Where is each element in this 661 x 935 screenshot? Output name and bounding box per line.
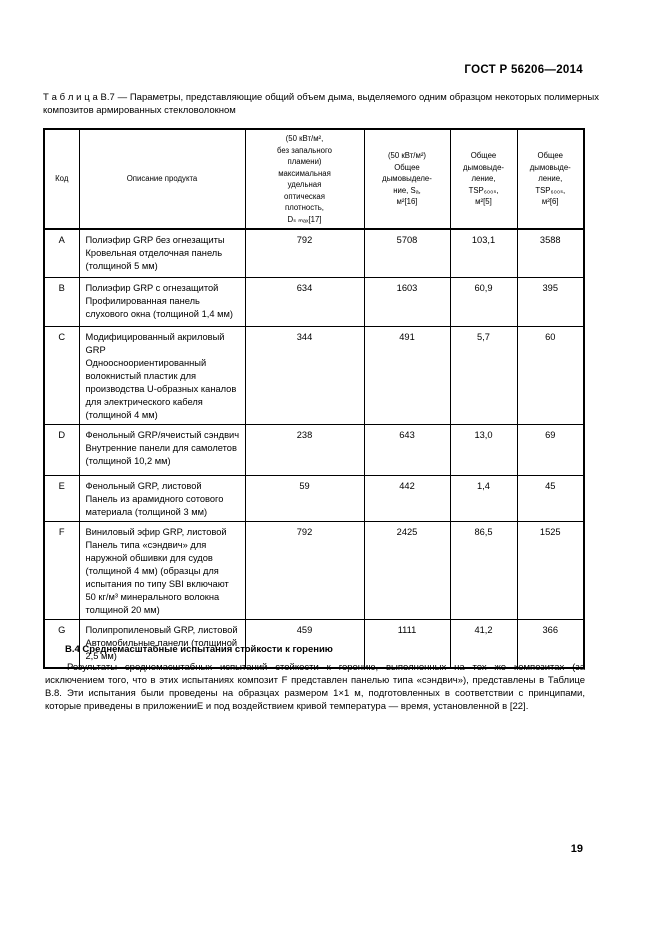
cell-tsp-6: 395 (516, 276, 585, 327)
cell-tsp-5: 103,1 (449, 228, 518, 278)
cell-tsp-6: 1525 (516, 520, 585, 620)
cell-tsp-6: 366 (516, 618, 585, 669)
cell-code: E (43, 474, 80, 522)
table-row: A Полиэфир GRP без огнезащиты Кровельная… (43, 228, 585, 278)
table-header-row: Код Описание продукта (50 кВт/м², без за… (43, 128, 585, 230)
cell-tsp-6: 60 (516, 325, 585, 425)
col-header-product-description: Описание продукта (78, 128, 246, 230)
cell-description: Виниловый эфир GRP, листовой Панель типа… (78, 520, 246, 620)
cell-optical-density: 238 (244, 423, 365, 476)
cell-description: Полиэфир GRP без огнезащиты Кровельная о… (78, 228, 246, 278)
col-header-total-smoke-sa: (50 кВт/м²) Общее дымовыделе- ние, Sₐ, м… (363, 128, 451, 230)
col-header-optical-density: (50 кВт/м², без запального пламени) макс… (244, 128, 365, 230)
cell-code: G (43, 618, 80, 669)
cell-optical-density: 344 (244, 325, 365, 425)
cell-tsp-5: 13,0 (449, 423, 518, 476)
document-standard-number: ГОСТ Р 56206—2014 (464, 64, 583, 76)
cell-code: C (43, 325, 80, 425)
cell-tsp-6: 45 (516, 474, 585, 522)
col-header-code: Код (43, 128, 80, 230)
cell-description: Фенольный GRP/ячеистый сэндвич Внутренни… (78, 423, 246, 476)
table-row: B Полиэфир GRP с огнезащитой Профилирова… (43, 276, 585, 327)
cell-tsp-5: 41,2 (449, 618, 518, 669)
cell-optical-density: 634 (244, 276, 365, 327)
cell-description: Модифицированный акриловый GRP Одноосноо… (78, 325, 246, 425)
table-row: D Фенольный GRP/ячеистый сэндвич Внутрен… (43, 423, 585, 476)
cell-tsp-5: 86,5 (449, 520, 518, 620)
page-number: 19 (570, 843, 583, 855)
table-row: F Виниловый эфир GRP, листовой Панель ти… (43, 520, 585, 620)
col-header-tsp-6: Общее дымовыде- ление, TSP₆₀₀ₛ, м²[6] (516, 128, 585, 230)
cell-tsp-5: 1,4 (449, 474, 518, 522)
table-row: C Модифицированный акриловый GRP Одноосн… (43, 325, 585, 425)
cell-tsp-6: 69 (516, 423, 585, 476)
cell-optical-density: 459 (244, 618, 365, 669)
cell-tsp-6: 3588 (516, 228, 585, 278)
cell-smoke-sa: 1111 (363, 618, 451, 669)
cell-tsp-5: 60,9 (449, 276, 518, 327)
table-row: G Полипропиленовый GRP, листовой Автомоб… (43, 618, 585, 669)
cell-code: A (43, 228, 80, 278)
cell-description: Фенольный GRP, листовой Панель из арамид… (78, 474, 246, 522)
cell-smoke-sa: 5708 (363, 228, 451, 278)
cell-code: D (43, 423, 80, 476)
table-caption: Т а б л и ц а В.7 — Параметры, представл… (43, 92, 599, 116)
section-heading: В.4 Среднемасштабные испытания стойкости… (65, 644, 333, 655)
cell-optical-density: 792 (244, 520, 365, 620)
cell-smoke-sa: 442 (363, 474, 451, 522)
body-paragraph: Результаты среднемасштабных испытаний ст… (45, 662, 585, 712)
table-row: E Фенольный GRP, листовой Панель из арам… (43, 474, 585, 522)
cell-smoke-sa: 2425 (363, 520, 451, 620)
cell-code: B (43, 276, 80, 327)
cell-description: Полиэфир GRP с огнезащитой Профилированн… (78, 276, 246, 327)
smoke-parameters-table: Код Описание продукта (50 кВт/м², без за… (43, 128, 585, 669)
cell-smoke-sa: 1603 (363, 276, 451, 327)
cell-smoke-sa: 643 (363, 423, 451, 476)
cell-smoke-sa: 491 (363, 325, 451, 425)
cell-optical-density: 792 (244, 228, 365, 278)
cell-code: F (43, 520, 80, 620)
col-header-tsp-5: Общее дымовыде- ление, TSP₆₀₀ₛ, м²[5] (449, 128, 518, 230)
cell-optical-density: 59 (244, 474, 365, 522)
cell-tsp-5: 5,7 (449, 325, 518, 425)
